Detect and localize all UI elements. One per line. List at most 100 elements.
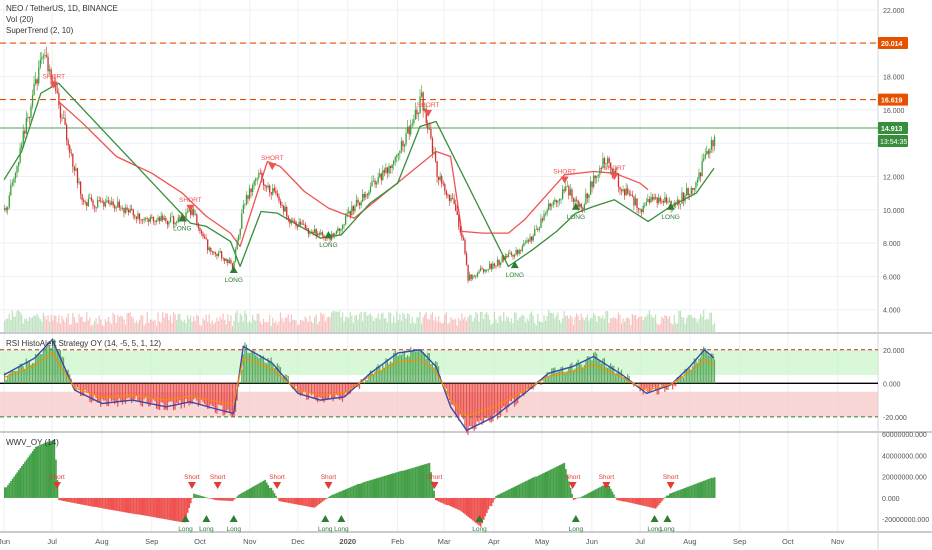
wvv-bar — [363, 482, 366, 498]
volume-bar — [208, 314, 210, 332]
volume-bar — [143, 325, 145, 332]
volume-bar — [346, 317, 348, 332]
wvv-bar — [596, 488, 598, 498]
wvv-bar — [552, 468, 555, 498]
wvv-bar — [591, 491, 594, 498]
volume-bar — [358, 314, 361, 332]
wvv-bar — [602, 485, 604, 498]
candle-body — [448, 194, 451, 201]
candle-body — [555, 199, 558, 203]
volume-bar — [574, 317, 576, 332]
wvv-bar — [661, 497, 663, 502]
wvv-bar — [35, 446, 37, 498]
candle-body — [24, 131, 26, 134]
wvv-bar — [684, 487, 687, 498]
rsi-histogram-bar — [45, 344, 48, 384]
volume-bar — [242, 321, 244, 332]
wvv-bar — [272, 490, 274, 498]
rsi-histogram-bar — [174, 383, 176, 410]
rsi-histogram-bar — [335, 383, 337, 395]
candle-body — [693, 187, 696, 190]
wvv-bar — [132, 497, 135, 514]
wvv-bar — [50, 440, 53, 498]
candle-body — [78, 181, 80, 184]
wvv-bar — [160, 497, 163, 519]
candle-body — [56, 91, 58, 94]
volume-bar — [117, 314, 119, 332]
candle-body — [5, 208, 7, 211]
rsi-histogram-bar — [414, 351, 416, 384]
wvv-bar — [307, 497, 310, 507]
candle-body — [523, 243, 525, 247]
volume-bar — [591, 317, 593, 332]
rsi-histogram-bar — [431, 362, 433, 384]
candle-body — [295, 221, 297, 226]
wvv-bar — [227, 497, 229, 501]
rsi-histogram-bar — [250, 352, 252, 384]
wvv-bar — [87, 497, 90, 506]
volume-bar — [549, 312, 551, 332]
volume-bar — [298, 324, 300, 332]
wvv-bar — [613, 494, 615, 498]
rsi-histogram-bar — [580, 364, 582, 384]
candle-body — [92, 200, 94, 206]
wvv-bar — [501, 492, 504, 498]
volume-bar — [668, 316, 671, 332]
rsi-histogram-bar — [396, 353, 398, 384]
candle-body — [620, 189, 623, 192]
wvv-bar — [616, 497, 618, 501]
rsi-histogram-bar — [172, 383, 175, 411]
rsi-histogram-bar — [710, 353, 712, 384]
rsi-histogram-bar — [479, 383, 482, 421]
rsi-histogram-bar — [145, 383, 147, 398]
wvv-bar — [704, 480, 707, 498]
rsi-histogram-bar — [324, 383, 327, 401]
rsi-histogram-bar — [121, 383, 123, 405]
candle-body — [205, 237, 207, 240]
volume-bar — [73, 317, 75, 332]
volume-bar — [103, 325, 105, 332]
rsi-histogram-bar — [351, 383, 353, 389]
rsi-histogram-bar — [687, 369, 689, 384]
rsi-histogram-bar — [48, 345, 51, 384]
volume-bar — [5, 318, 7, 332]
volume-bar — [414, 323, 416, 332]
rsi-histogram-bar — [712, 353, 714, 384]
candle-body — [589, 181, 592, 195]
rsi-histogram-bar — [321, 383, 323, 401]
volume-bar — [400, 320, 403, 332]
wvv-bar — [600, 486, 603, 498]
volume-bar — [506, 316, 508, 332]
rsi-histogram-bar — [75, 383, 77, 392]
rsi-histogram-bar — [337, 383, 339, 396]
rsi-histogram-bar — [352, 383, 354, 388]
rsi-histogram-bar — [267, 357, 269, 384]
wvv-bar — [662, 497, 665, 500]
volume-bar — [610, 318, 612, 332]
x-tick-label: Jun — [586, 537, 598, 546]
volume-bar — [655, 314, 657, 332]
candle-body — [414, 109, 417, 120]
wvv-bar — [7, 485, 9, 498]
volume-bar — [377, 313, 379, 332]
candle-body — [233, 261, 235, 269]
volume-bar — [376, 318, 378, 332]
candle-body — [22, 131, 24, 145]
candle-body — [292, 220, 294, 222]
candle-body — [222, 257, 224, 259]
wvv-bar — [152, 497, 155, 518]
rsi-histogram-bar — [120, 383, 122, 402]
rsi-histogram — [4, 338, 716, 435]
wvv-bar — [469, 497, 471, 519]
volume-bar — [424, 314, 426, 332]
candle-body — [148, 218, 150, 222]
candle-body — [376, 182, 378, 185]
wvv-bar — [434, 497, 437, 501]
rsi-histogram-bar — [650, 383, 652, 393]
candle-body — [408, 126, 410, 135]
wvv-bar — [425, 463, 428, 498]
rsi-histogram-bar — [701, 350, 703, 384]
volume-bar — [33, 315, 35, 332]
candle-body — [239, 228, 241, 236]
